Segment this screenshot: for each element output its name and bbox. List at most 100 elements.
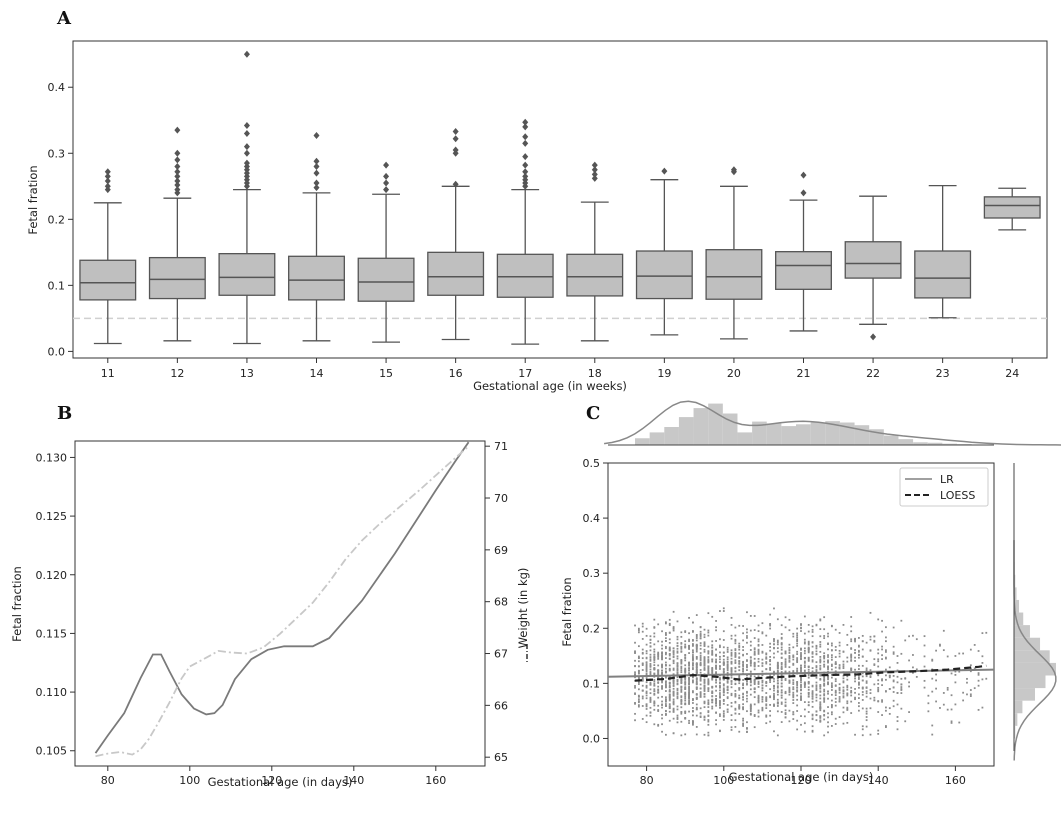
scatter-point (803, 722, 806, 725)
scatter-point (661, 700, 663, 703)
scatter-point (854, 668, 856, 671)
scatter-point (854, 656, 856, 659)
scatter-point (711, 615, 714, 618)
scatter-point (761, 631, 764, 634)
scatter-point (688, 677, 690, 680)
scatter-point (668, 646, 671, 649)
scatter-point (680, 691, 683, 693)
scatter-point (645, 663, 648, 666)
scatter-point (738, 694, 741, 697)
scatter-point (981, 662, 984, 664)
scatter-point (684, 703, 687, 706)
outlier-point (104, 182, 111, 190)
scatter-point (896, 720, 899, 723)
scatter-point (726, 664, 729, 667)
scatter-point (649, 641, 652, 644)
scatter-point (692, 720, 694, 722)
scatter-point (657, 688, 660, 691)
scatter-point (865, 725, 868, 728)
scatter-point (668, 690, 671, 693)
scatter-point (842, 651, 845, 653)
scatter-point (807, 668, 810, 671)
scatter-point (742, 682, 744, 685)
scatter-point (695, 693, 698, 695)
scatter-point (792, 711, 795, 713)
scatter-point (699, 634, 702, 636)
scatter-point (854, 639, 856, 641)
outlier-point (800, 189, 807, 197)
scatter-point (881, 679, 883, 682)
scatter-point (657, 723, 660, 726)
scatter-point (715, 654, 717, 657)
box (844, 241, 902, 279)
outlier-point (243, 50, 250, 58)
outlier-point (452, 135, 459, 143)
scatter-point (807, 674, 810, 677)
scatter-point (665, 647, 667, 650)
scatter-point (730, 680, 733, 682)
scatter-point (699, 693, 702, 696)
scatter-point (649, 664, 652, 667)
panel-b-frame (74, 440, 486, 767)
scatter-point (672, 717, 675, 720)
scatter-point (634, 686, 636, 689)
scatter-point (800, 684, 802, 687)
scatter-point (784, 616, 787, 619)
scatter-point (950, 722, 953, 724)
scatter-point (765, 696, 768, 699)
scatter-point (715, 620, 717, 622)
scatter-point (865, 675, 868, 678)
scatter-point (722, 670, 725, 672)
x-tick-label: 24 (1005, 367, 1019, 380)
scatter-point (645, 661, 648, 664)
scatter-point (888, 707, 891, 710)
scatter-point (830, 699, 833, 702)
scatter-point (738, 730, 741, 733)
scatter-point (653, 632, 656, 635)
scatter-point (665, 696, 667, 699)
scatter-point (873, 696, 876, 699)
scatter-point (823, 693, 826, 696)
scatter-point (672, 662, 675, 665)
scatter-point (858, 644, 860, 647)
scatter-point (796, 657, 799, 659)
scatter-point (672, 650, 675, 652)
scatter-point (761, 700, 764, 703)
scatter-point (912, 654, 914, 656)
scatter-point (676, 697, 679, 700)
y-tick-label: 0.1 (583, 677, 601, 690)
scatter-point (661, 669, 663, 672)
scatter-point (780, 701, 783, 704)
scatter-point (657, 710, 660, 712)
scatter-point (830, 682, 833, 685)
scatter-point (676, 662, 679, 665)
scatter-point (730, 674, 733, 677)
scatter-point (722, 714, 725, 717)
scatter-point (900, 619, 903, 622)
scatter-point (695, 665, 698, 668)
scatter-point (653, 708, 656, 711)
scatter-point (672, 673, 675, 676)
scatter-point (800, 689, 802, 692)
scatter-point (877, 700, 880, 702)
scatter-point (757, 630, 760, 633)
outlier-point (383, 161, 390, 169)
scatter-point (692, 658, 694, 660)
scatter-point (676, 671, 679, 674)
scatter-point (827, 668, 829, 671)
scatter-point (637, 681, 640, 684)
scatter-point (730, 668, 733, 671)
scatter-point (680, 712, 683, 715)
scatter-point (680, 703, 683, 705)
scatter-point (842, 680, 845, 683)
scatter-point (985, 677, 988, 680)
scatter-point (854, 660, 856, 662)
scatter-point (765, 722, 768, 725)
scatter-point (657, 669, 660, 672)
scatter-point (738, 646, 741, 649)
scatter-point (711, 707, 714, 710)
scatter-point (676, 692, 679, 695)
scatter-point (746, 697, 748, 700)
scatter-point (885, 725, 887, 727)
scatter-point (707, 634, 710, 637)
